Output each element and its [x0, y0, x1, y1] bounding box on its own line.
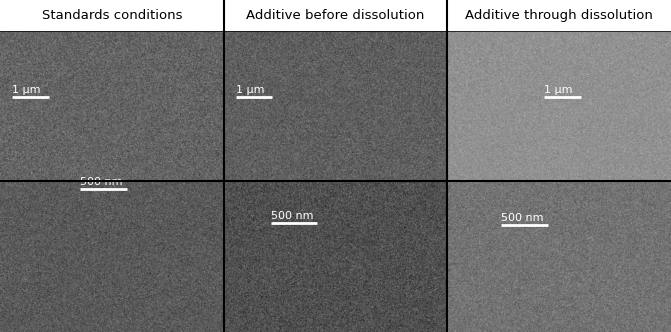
Text: 500 nm: 500 nm: [501, 213, 544, 223]
Text: 1 μm: 1 μm: [544, 85, 573, 95]
Text: 500 nm: 500 nm: [270, 211, 313, 221]
Text: Additive through dissolution: Additive through dissolution: [465, 9, 653, 22]
Text: Standards conditions: Standards conditions: [42, 9, 182, 22]
Text: 1 μm: 1 μm: [12, 85, 40, 95]
Text: 500 nm: 500 nm: [81, 177, 123, 187]
Text: 1 μm: 1 μm: [236, 85, 264, 95]
Text: Additive before dissolution: Additive before dissolution: [246, 9, 425, 22]
